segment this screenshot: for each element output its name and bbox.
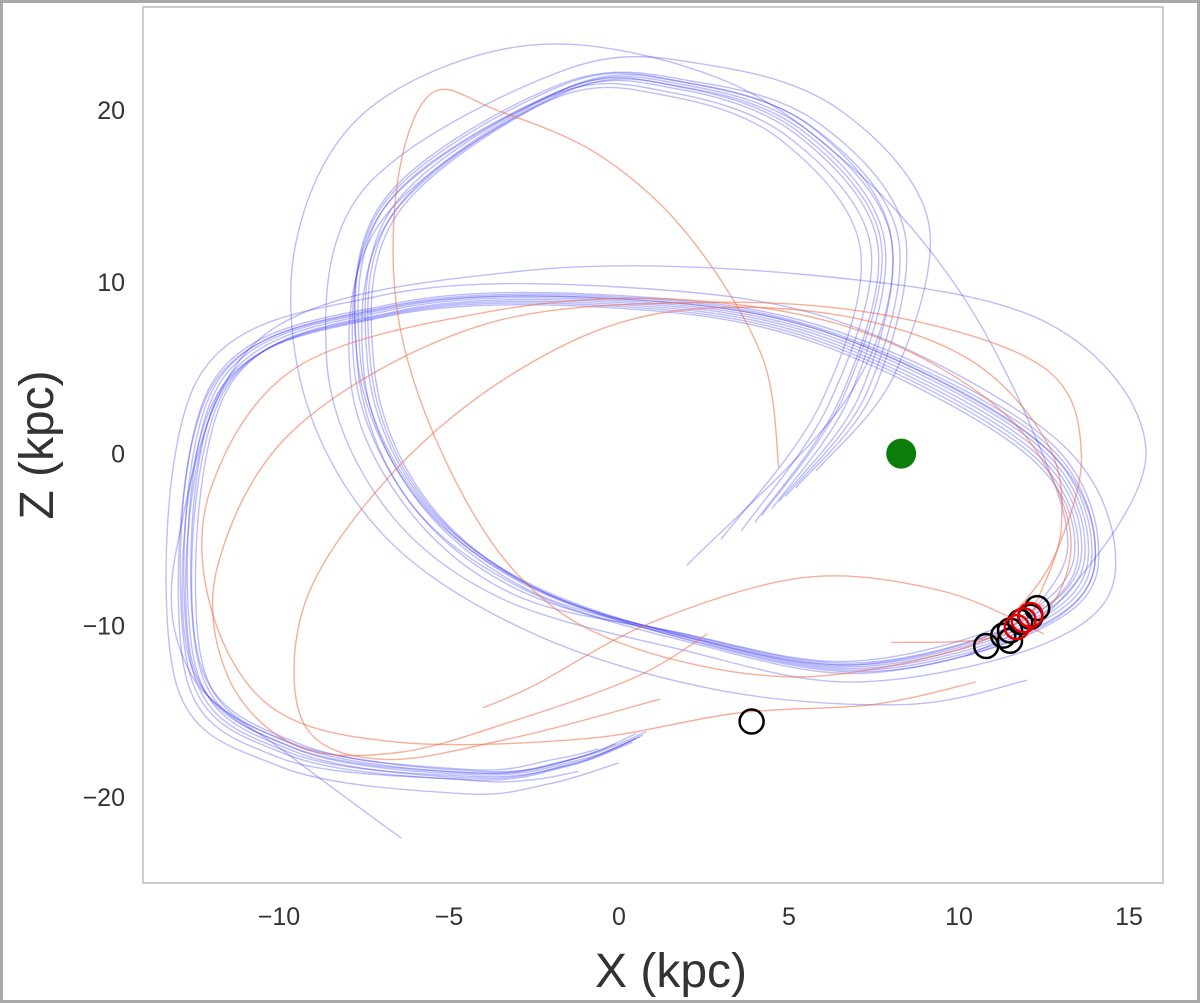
y-axis-title: Z (kpc) [11, 370, 64, 519]
black-marker-8 [738, 708, 765, 735]
blue-orbit-12 [290, 43, 1069, 706]
blue-orbit-3 [179, 71, 1100, 781]
x-tick-label: −10 [258, 903, 300, 931]
position-markers [738, 438, 1051, 735]
orbit-chart: −10 −5 0 5 10 15 20 10 0 −10 −20 X (kpc) Z (kpc) [11, 6, 1164, 998]
x-axis-title: X (kpc) [595, 945, 747, 998]
black-marker-7 [972, 632, 1000, 660]
blue-orbit-2 [186, 74, 1093, 780]
sun-position-marker [886, 438, 917, 469]
y-axis-ticks: 20 10 0 −10 −20 [83, 97, 125, 812]
red-marker-3 [1003, 613, 1031, 641]
blue-orbit-9 [165, 55, 1117, 795]
y-tick-label: −10 [83, 612, 125, 640]
blue-orbit-6 [183, 76, 1097, 778]
x-tick-label: 5 [782, 903, 796, 931]
blue-orbit-4 [190, 79, 1083, 773]
x-tick-label: 10 [945, 903, 973, 931]
red-orbit-5 [201, 297, 1072, 746]
blue-orbit-10 [177, 72, 1097, 783]
y-tick-label: 10 [97, 269, 125, 297]
orbit-series [165, 43, 1147, 839]
y-tick-label: 0 [111, 441, 125, 469]
y-tick-label: 20 [97, 97, 125, 125]
red-orbit-3 [211, 301, 1083, 757]
x-tick-label: 0 [612, 903, 626, 931]
x-tick-label: −5 [435, 903, 464, 931]
red-marker-2 [1010, 606, 1037, 634]
y-tick-label: −20 [83, 784, 125, 812]
red-orbit-2 [482, 575, 1045, 709]
blue-orbit-11 [170, 265, 1147, 839]
red-orbit-4 [293, 306, 1063, 761]
x-tick-label: 15 [1115, 903, 1143, 931]
x-axis-ticks: −10 −5 0 5 10 15 [258, 903, 1143, 931]
red-orbit-1 [392, 88, 1045, 678]
blue-orbit-7 [184, 82, 1080, 775]
